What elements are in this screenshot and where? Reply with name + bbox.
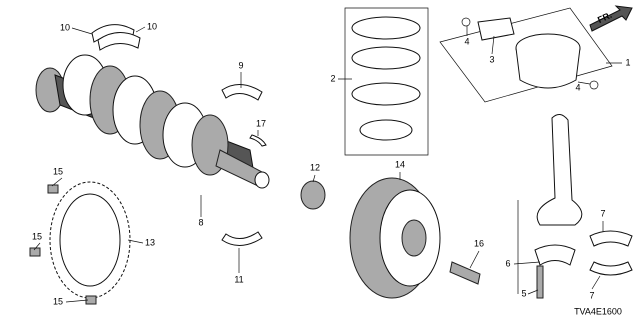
- callout-number: 11: [234, 274, 243, 284]
- rod-cap: [534, 244, 576, 266]
- callout-number: 2: [330, 73, 335, 83]
- artwork: [29, 5, 633, 305]
- bearing: [221, 231, 263, 246]
- callout-number: 16: [474, 238, 484, 248]
- callout-number: 5: [521, 288, 526, 298]
- callout-number: 15: [53, 296, 63, 306]
- piston: [515, 47, 581, 89]
- callout-number: 8: [198, 217, 203, 227]
- labels: FR. TVA4E1600 10 109178151515131112214164…: [32, 10, 631, 317]
- callout-number: 12: [310, 162, 320, 172]
- crankshaft: [35, 54, 270, 189]
- callout-number: 7: [589, 290, 594, 300]
- piston-pin: [477, 17, 515, 41]
- callout-number: 4: [464, 36, 469, 46]
- bearing: [589, 230, 633, 247]
- callout-number: 1: [625, 57, 630, 67]
- callout-number: 15: [32, 231, 42, 241]
- direction-label: FR.: [596, 10, 613, 25]
- bearing: [589, 261, 633, 276]
- callout-number: 17: [256, 118, 266, 128]
- callout-number: 13: [145, 237, 155, 247]
- reluctor-ring: [59, 193, 121, 287]
- callout-number: 15: [53, 166, 63, 176]
- rod-bolt: [536, 265, 544, 299]
- bolt: [47, 184, 59, 194]
- thrust-washer: [97, 32, 141, 51]
- callout-number: 4: [575, 82, 580, 92]
- callout-number: 7: [600, 208, 605, 218]
- diagram-code: TVA4E1600: [574, 306, 622, 316]
- bearing: [221, 84, 263, 101]
- callout-number: 6: [505, 258, 510, 268]
- callout-number: 9: [238, 60, 243, 70]
- connecting-rod: [536, 114, 583, 226]
- sprocket: [300, 180, 326, 210]
- callout-number: 14: [395, 159, 405, 169]
- key: [249, 134, 267, 147]
- bolt: [449, 261, 481, 285]
- callout-number: 3: [489, 54, 494, 64]
- pulley-hub: [401, 219, 427, 257]
- bolt: [29, 247, 41, 257]
- callout-number: 10: [147, 21, 157, 31]
- callout-number: 10: [60, 22, 70, 32]
- front-arrow: [589, 5, 633, 32]
